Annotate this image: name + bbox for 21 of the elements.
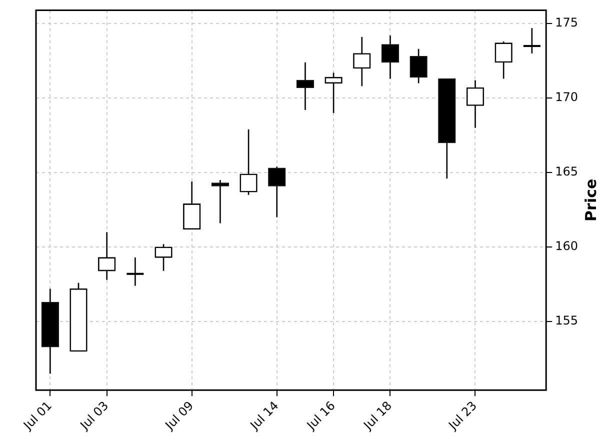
x-tick-label: Jul 03 — [76, 398, 112, 433]
candlestick — [126, 256, 145, 286]
candlestick — [296, 62, 314, 111]
y-tick-label: 155 — [555, 314, 578, 328]
x-tick-label: Jul 18 — [360, 398, 395, 433]
candlestick — [494, 40, 512, 80]
y-tick-label: 170 — [555, 90, 578, 104]
x-tick-label: Jul 16 — [304, 398, 338, 433]
candlestick — [211, 179, 230, 224]
y-tick-label: 160 — [555, 239, 578, 254]
y-tick-label: 165 — [555, 164, 578, 179]
x-tick-label: Jul 01 — [20, 398, 54, 433]
x-tick-label: Jul 09 — [162, 398, 196, 433]
y-tick-label: 175 — [555, 16, 578, 30]
x-tick-label: Jul 14 — [246, 398, 282, 433]
y-axis-title: Price — [582, 178, 600, 222]
candlestick — [522, 27, 542, 54]
candlestick — [324, 72, 342, 114]
candlestick — [410, 48, 428, 84]
x-tick-label: Jul 23 — [445, 398, 480, 433]
candlestick — [183, 180, 201, 230]
